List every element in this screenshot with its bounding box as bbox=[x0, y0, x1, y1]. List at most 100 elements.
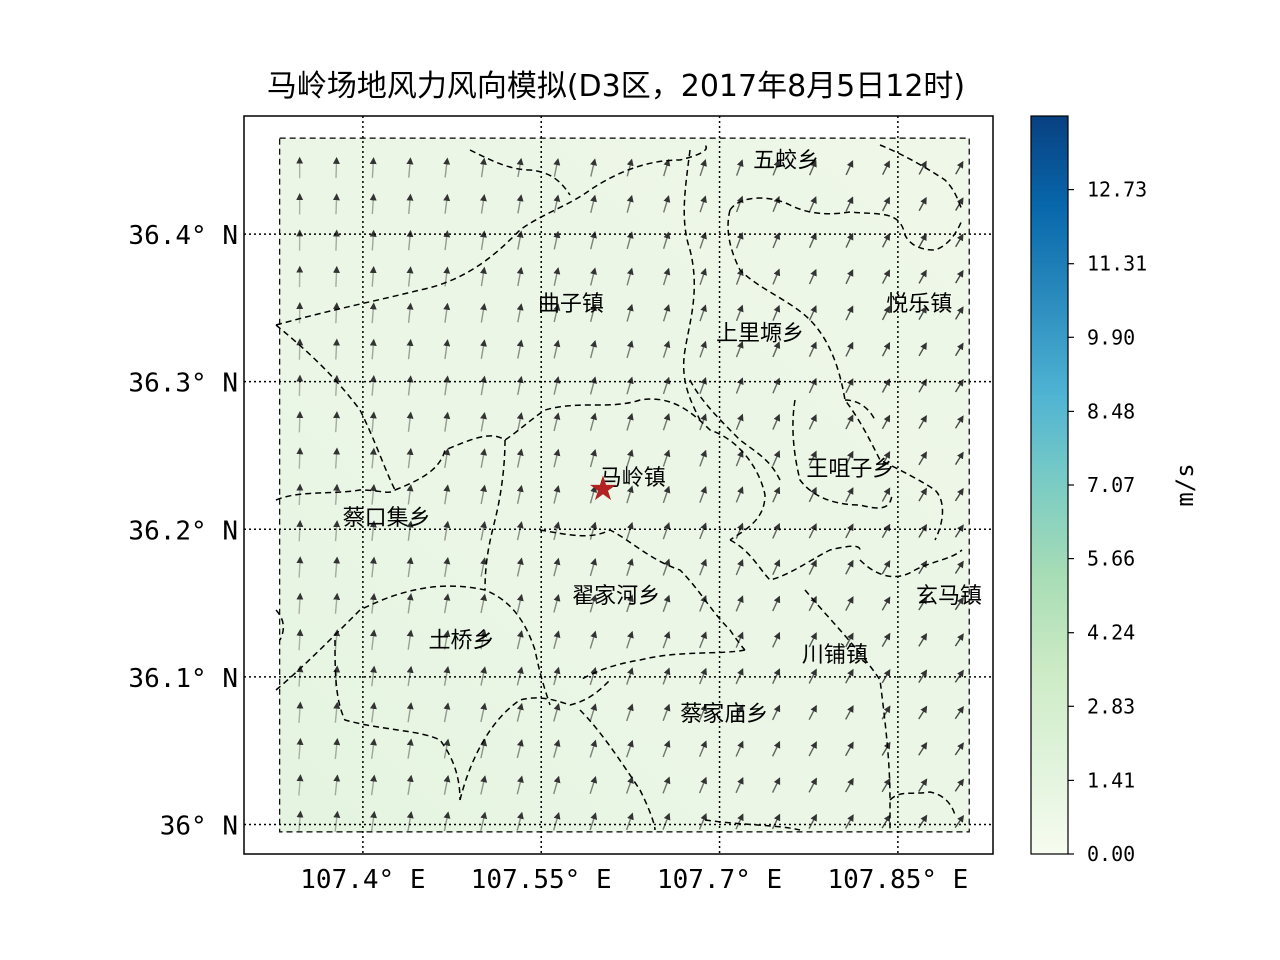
boundary-line bbox=[729, 539, 861, 581]
wind-vector bbox=[516, 303, 524, 323]
wind-vector bbox=[735, 558, 744, 576]
wind-vector bbox=[626, 376, 634, 395]
wind-vector bbox=[954, 742, 964, 756]
wind-vector bbox=[296, 519, 304, 542]
wind-vector bbox=[296, 774, 304, 796]
boundary-line bbox=[729, 197, 963, 251]
wind-vector bbox=[662, 340, 671, 358]
wind-vector bbox=[918, 632, 928, 647]
wind-vector bbox=[553, 376, 561, 395]
latitude-ticks: 36.4° N 36.3° N 36.2° N 36.1° N 36° N bbox=[128, 221, 238, 841]
wind-vector bbox=[589, 703, 598, 722]
boundary-line bbox=[727, 209, 944, 541]
wind-vector bbox=[699, 340, 707, 358]
wind-vector bbox=[333, 810, 341, 832]
wind-vector bbox=[772, 450, 781, 467]
wind-vector bbox=[589, 303, 597, 322]
wind-vector bbox=[772, 159, 781, 176]
wind-vector bbox=[332, 193, 340, 215]
x-tick-label: 107.7° E bbox=[657, 865, 782, 895]
wind-vector bbox=[844, 777, 854, 793]
wind-vector bbox=[954, 415, 964, 429]
wind-vector bbox=[369, 338, 377, 360]
wind-vector bbox=[662, 376, 671, 395]
wind-vector bbox=[845, 378, 854, 394]
wind-vector bbox=[772, 413, 781, 430]
wind-vector bbox=[699, 449, 707, 467]
wind-vector bbox=[954, 451, 964, 465]
wind-vector bbox=[772, 631, 781, 648]
boundary-line bbox=[469, 149, 571, 196]
wind-vector bbox=[516, 811, 524, 831]
wind-vector bbox=[881, 414, 891, 430]
wind-vector bbox=[699, 522, 707, 540]
boundary-line bbox=[275, 324, 396, 491]
wind-vector bbox=[589, 775, 598, 795]
wind-vector bbox=[553, 703, 561, 722]
wind-vector bbox=[918, 487, 927, 502]
wind-vector bbox=[553, 303, 561, 323]
wind-vector bbox=[918, 414, 927, 429]
wind-vector bbox=[808, 632, 817, 648]
wind-vector bbox=[808, 486, 817, 503]
y-tick-label: 36.2° N bbox=[128, 516, 238, 546]
wind-vector bbox=[443, 629, 451, 650]
star-icon: ★ bbox=[588, 469, 618, 509]
wind-vector bbox=[881, 451, 891, 466]
wind-vector bbox=[406, 157, 414, 178]
wind-vector bbox=[480, 557, 488, 577]
wind-vector bbox=[296, 810, 304, 832]
wind-vector bbox=[699, 231, 707, 249]
colorbar-tick-label: 1.41 bbox=[1087, 768, 1135, 792]
colorbar-tick-label: 7.07 bbox=[1087, 473, 1135, 497]
wind-vector bbox=[662, 304, 671, 322]
wind-vector bbox=[516, 630, 524, 650]
wind-vector bbox=[516, 557, 524, 577]
wind-vector bbox=[735, 740, 744, 757]
colorbar: 0.00 1.41 2.83 4.24 5.66 7.07 8.48 9.90 11.31 12.… bbox=[1030, 115, 1199, 866]
wind-vector bbox=[369, 302, 377, 324]
wind-vector bbox=[626, 158, 634, 177]
wind-vector bbox=[955, 160, 964, 175]
wind-vector bbox=[845, 341, 854, 357]
wind-vector bbox=[882, 160, 890, 176]
wind-vector bbox=[589, 594, 598, 613]
wind-vector bbox=[406, 266, 414, 287]
wind-vector bbox=[480, 629, 488, 650]
wind-vector bbox=[443, 157, 451, 178]
wind-vector bbox=[443, 230, 451, 251]
wind-vector bbox=[918, 160, 927, 175]
wind-vector bbox=[590, 194, 597, 214]
wind-vector bbox=[333, 483, 341, 505]
x-tick-label: 107.85° E bbox=[827, 865, 968, 895]
wind-vector bbox=[918, 269, 927, 284]
wind-vector bbox=[662, 667, 671, 685]
wind-vector bbox=[553, 521, 561, 541]
place-label: 马岭镇 bbox=[600, 466, 666, 491]
wind-vector bbox=[881, 196, 890, 212]
wind-vector bbox=[772, 522, 781, 539]
wind-vector bbox=[955, 233, 964, 248]
wind-vector bbox=[662, 485, 671, 504]
wind-vector bbox=[881, 778, 891, 793]
wind-vector bbox=[808, 704, 817, 721]
wind-vector bbox=[480, 702, 488, 723]
map-frame bbox=[243, 115, 994, 855]
wind-vector bbox=[443, 738, 451, 759]
wind-vector bbox=[516, 230, 524, 250]
wind-vector bbox=[881, 487, 891, 502]
wind-vector bbox=[553, 412, 561, 432]
wind-vector bbox=[443, 339, 451, 360]
wind-vector bbox=[552, 812, 561, 831]
wind-vector bbox=[369, 483, 377, 505]
place-label: 蔡口集乡 bbox=[343, 506, 431, 531]
boundary-line bbox=[275, 609, 285, 641]
wind-vector bbox=[772, 595, 781, 612]
wind-vector bbox=[735, 595, 744, 612]
colorbar-tick-label: 4.24 bbox=[1087, 621, 1135, 645]
wind-vector bbox=[626, 340, 634, 359]
wind-vector bbox=[480, 775, 488, 795]
wind-vector bbox=[443, 557, 451, 577]
wind-vector bbox=[625, 739, 634, 758]
wind-vector bbox=[443, 702, 451, 723]
